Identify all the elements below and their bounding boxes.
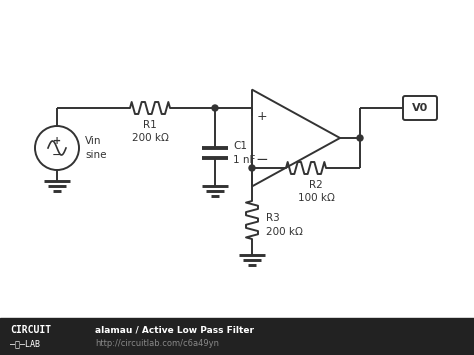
Text: +: + xyxy=(257,110,267,123)
Text: C1
1 nF: C1 1 nF xyxy=(233,141,255,165)
FancyBboxPatch shape xyxy=(403,96,437,120)
Text: R3
200 kΩ: R3 200 kΩ xyxy=(266,213,303,236)
Text: CIRCUIT: CIRCUIT xyxy=(10,325,51,335)
Text: Vin
sine: Vin sine xyxy=(85,136,107,160)
Text: alamau / Active Low Pass Filter: alamau / Active Low Pass Filter xyxy=(95,326,254,334)
Bar xyxy=(0,318,474,355)
Circle shape xyxy=(249,165,255,171)
Text: R2
100 kΩ: R2 100 kΩ xyxy=(298,180,335,203)
Text: —⨿—LAB: —⨿—LAB xyxy=(10,339,40,349)
Circle shape xyxy=(357,135,363,141)
Text: R1
200 kΩ: R1 200 kΩ xyxy=(132,120,168,143)
Text: V0: V0 xyxy=(412,103,428,113)
Text: http://circuitlab.com/c6a49yn: http://circuitlab.com/c6a49yn xyxy=(95,339,219,349)
Text: −: − xyxy=(255,152,268,167)
Text: +: + xyxy=(53,136,61,146)
Text: −: − xyxy=(52,148,62,162)
Circle shape xyxy=(212,105,218,111)
